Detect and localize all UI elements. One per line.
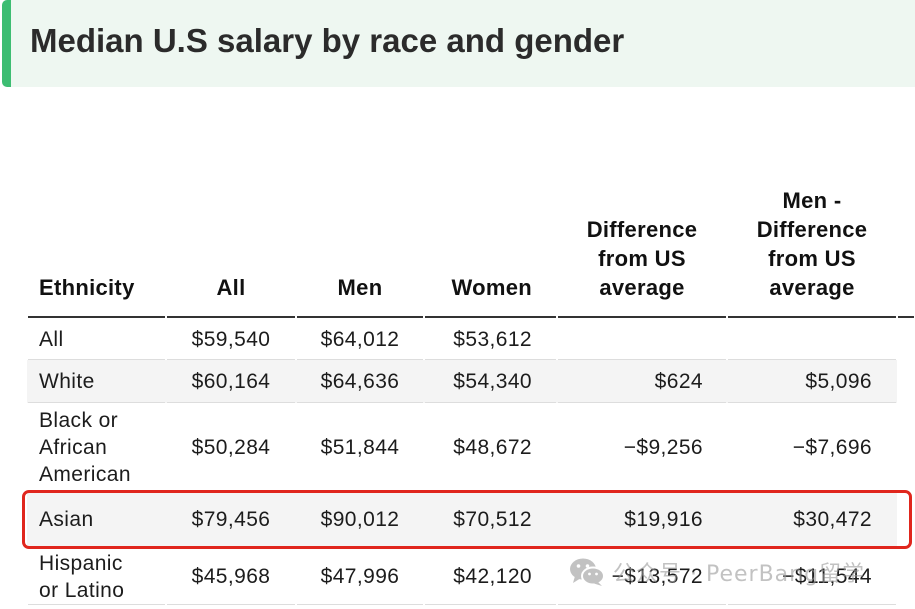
column-header-difference: Difference from US average [557,186,727,318]
table-header-row: Ethnicity All Men Women Difference from … [27,186,915,318]
cell-all: $59,540 [166,318,296,360]
cell-men-difference: $30,472 [727,491,897,548]
page-title: Median U.S salary by race and gender [30,22,625,59]
cell-men: $47,996 [296,548,424,605]
table-row: All $59,540 $64,012 $53,612 [27,318,915,360]
column-header-women: Women [424,186,557,318]
cell-women: $48,672 [424,403,557,491]
table-filler-cell [897,491,915,548]
table-filler-cell [897,360,915,403]
cell-men: $64,012 [296,318,424,360]
cell-men-difference: $5,096 [727,360,897,403]
cell-men-difference [727,318,897,360]
cell-men-difference: −$7,696 [727,403,897,491]
cell-women: $54,340 [424,360,557,403]
cell-men: $64,636 [296,360,424,403]
table-body: All $59,540 $64,012 $53,612 White $60,16… [27,318,915,605]
table-row: Black or African American $50,284 $51,84… [27,403,915,491]
table-row: White $60,164 $64,636 $54,340 $624 $5,09… [27,360,915,403]
salary-table: Ethnicity All Men Women Difference from … [27,186,915,605]
cell-difference: −$13,572 [557,548,727,605]
table-row: Hispanic or Latino $45,968 $47,996 $42,1… [27,548,915,605]
table-row: Asian $79,456 $90,012 $70,512 $19,916 $3… [27,491,915,548]
cell-ethnicity: Asian [27,491,166,548]
column-header-ethnicity: Ethnicity [27,186,166,318]
cell-men-difference: −$11,544 [727,548,897,605]
cell-women: $42,120 [424,548,557,605]
cell-all: $50,284 [166,403,296,491]
cell-all: $45,968 [166,548,296,605]
cell-difference: $624 [557,360,727,403]
cell-all: $79,456 [166,491,296,548]
cell-ethnicity: White [27,360,166,403]
cell-difference: $19,916 [557,491,727,548]
cell-ethnicity: Black or African American [27,403,166,491]
column-header-men-difference: Men - Difference from US average [727,186,897,318]
cell-women: $70,512 [424,491,557,548]
title-banner: Median U.S salary by race and gender [2,0,915,87]
cell-men: $51,844 [296,403,424,491]
cell-all: $60,164 [166,360,296,403]
table-filler-cell [897,318,915,360]
column-header-men: Men [296,186,424,318]
cell-ethnicity: All [27,318,166,360]
table-filler-cell [897,186,915,318]
cell-difference [557,318,727,360]
cell-men: $90,012 [296,491,424,548]
cell-women: $53,612 [424,318,557,360]
cell-ethnicity: Hispanic or Latino [27,548,166,605]
table-filler-cell [897,403,915,491]
cell-difference: −$9,256 [557,403,727,491]
column-header-all: All [166,186,296,318]
table-filler-cell [897,548,915,605]
